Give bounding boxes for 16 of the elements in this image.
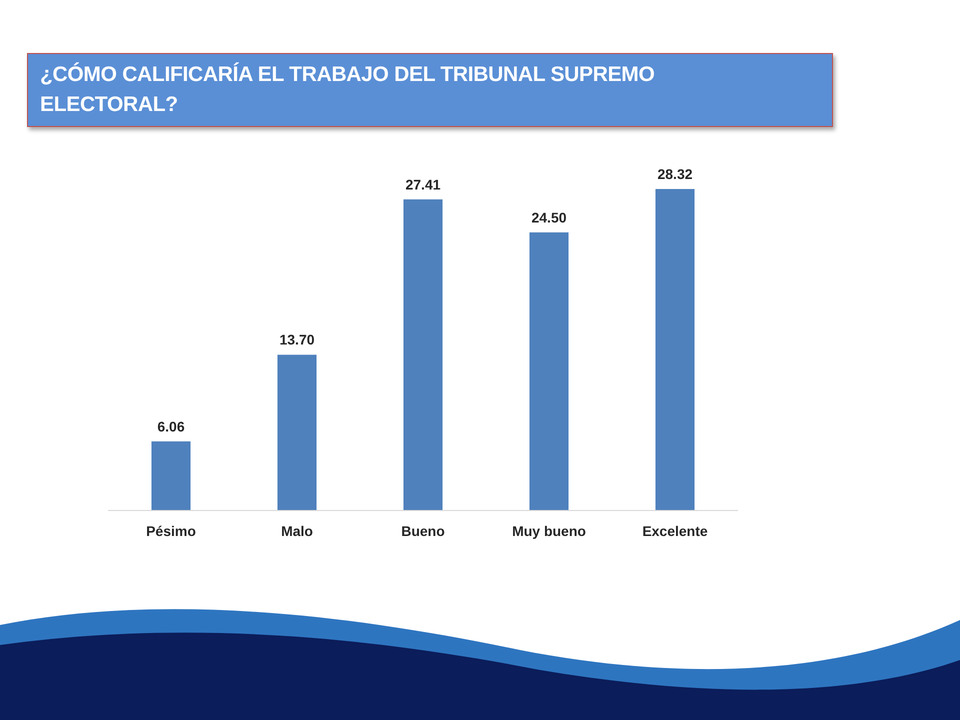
x-tick-label: Pésimo: [146, 523, 196, 539]
x-tick-label: Muy bueno: [512, 523, 586, 539]
bar: [151, 441, 191, 510]
x-tick-label: Malo: [281, 523, 313, 539]
bar: [655, 189, 695, 510]
data-label: 6.06: [157, 418, 185, 434]
data-label: 24.50: [531, 209, 567, 226]
bar: [403, 199, 443, 510]
x-tick-label: Excelente: [642, 523, 708, 539]
data-label: 27.41: [405, 176, 441, 192]
x-tick-label: Bueno: [401, 523, 445, 539]
bar: [277, 354, 317, 510]
data-label: 28.32: [657, 166, 693, 182]
data-label: 13.70: [279, 332, 315, 348]
bar: [529, 232, 569, 510]
chart-title: ¿CÓMO CALIFICARÍA EL TRABAJO DEL TRIBUNAL SUPREMO ELECTORAL?: [27, 53, 833, 127]
